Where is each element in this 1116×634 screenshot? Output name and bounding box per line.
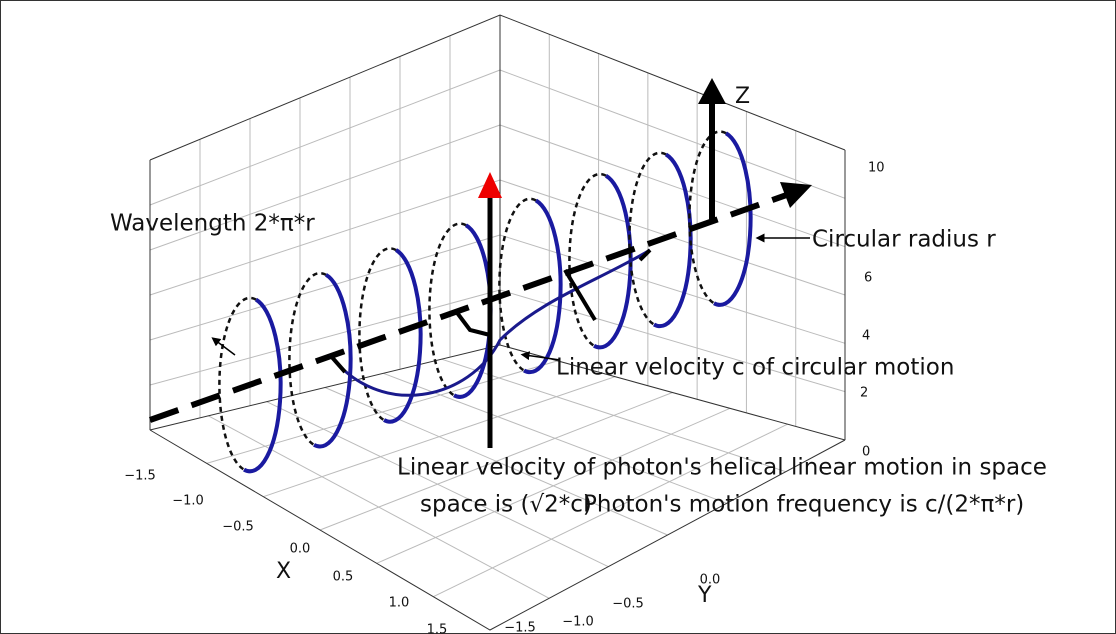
z-tick-label: 2 (860, 386, 868, 401)
x-tick-label: 1.5 (427, 623, 448, 634)
loop-front (593, 173, 633, 350)
x-tick-label: 0.0 (290, 542, 311, 557)
helical-path (328, 248, 651, 397)
y-tick-label: −0.5 (612, 597, 644, 612)
z-tick-label: 6 (864, 271, 872, 286)
tick-labels: −1.5 −1.0 −0.5 0.0 0.5 1.0 1.5 −1.5 −1.0 −0.5 0.0 0… (124, 161, 884, 634)
annotation: Photon's motion frequency is c/(2*π*r) (583, 492, 1024, 518)
loop-back (688, 130, 727, 305)
loop-front (653, 152, 693, 329)
y-tick-label: −1.5 (504, 621, 536, 634)
propagation-axis (149, 189, 796, 423)
loop-front (713, 131, 753, 307)
annotation: Linear velocity c of circular motion (556, 355, 954, 381)
x-tick-label: −1.0 (172, 494, 204, 509)
z-arrowhead (698, 78, 726, 104)
y-tick-label: 0.0 (700, 573, 721, 588)
x-tick-label: 0.5 (333, 570, 354, 585)
loop-front (523, 198, 563, 375)
z-tick-label: 4 (862, 329, 870, 344)
grid-line (441, 358, 786, 473)
z-tick-label: 0 (862, 445, 870, 460)
box-edges (149, 14, 846, 631)
x-tick-label: −1.5 (124, 469, 156, 484)
grid-line (149, 289, 501, 386)
loop-front (243, 297, 283, 474)
y-tick-label: −1.0 (562, 615, 594, 630)
x-tick-label: −0.5 (222, 520, 254, 535)
grid-line (149, 69, 501, 206)
helix (218, 130, 753, 474)
loop-back (568, 172, 607, 347)
z-axis-label: Z (735, 84, 750, 109)
velocity-arrows (328, 248, 652, 374)
annotation: Wavelength 2*π*r (110, 211, 315, 237)
annotation: Circular radius r (812, 227, 996, 253)
red-arrowhead (478, 172, 502, 198)
grid-line (149, 179, 501, 296)
grid-line (499, 69, 846, 199)
loop-back (428, 222, 467, 397)
x-tick-label: 1.0 (389, 596, 410, 611)
x-axis-label: X (276, 559, 291, 584)
loop-front (383, 248, 423, 424)
loop-back (358, 247, 397, 422)
loop-back (628, 151, 667, 326)
loop-back (498, 197, 537, 372)
annotation: Linear velocity of photon's helical line… (397, 455, 1047, 481)
grid-line (149, 124, 501, 251)
grid-line (499, 124, 846, 248)
loop-back (218, 296, 257, 471)
grid-line (149, 234, 501, 341)
loop-back (288, 271, 327, 446)
leaders (211, 233, 810, 361)
annotation: space is (√2*c) (420, 492, 592, 518)
z-tick-label: 10 (868, 161, 885, 176)
grid-line (499, 289, 846, 393)
axis-arrowhead (780, 182, 812, 208)
y-axis-label: Y (697, 583, 712, 608)
